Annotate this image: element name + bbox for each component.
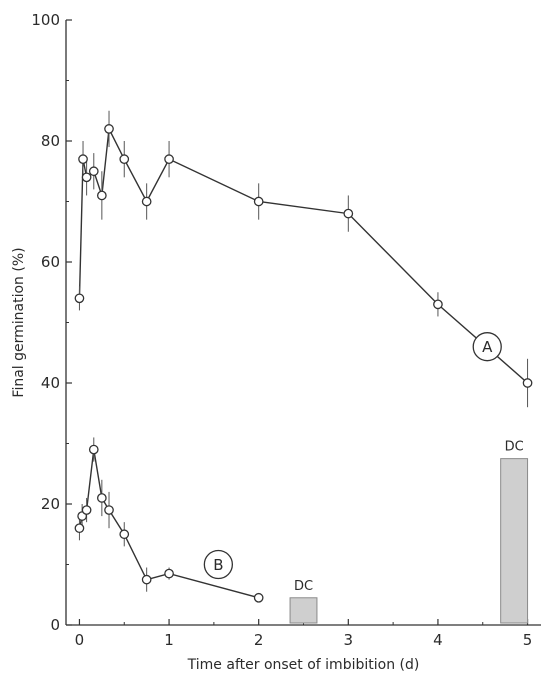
data-point-B: [164, 568, 174, 579]
data-point-A: [253, 196, 264, 207]
data-point-A: [96, 190, 107, 201]
x-tick-label-1: 1: [164, 631, 174, 649]
series-B: [74, 437, 264, 603]
data-point-A: [81, 172, 92, 183]
y-axis-title: Final germination (%): [11, 247, 27, 397]
data-point-B: [253, 592, 264, 603]
x-tick-label-2: 2: [254, 631, 264, 649]
x-tick-label-0: 0: [75, 631, 85, 649]
dc-bars: [289, 458, 529, 624]
dc-bar-label-1: DC: [294, 579, 313, 594]
data-point-B: [88, 444, 99, 455]
series-A: [74, 110, 533, 408]
y-tick-label-0: 0: [50, 616, 60, 634]
dc-bar-2: [500, 458, 529, 624]
data-point-B: [81, 505, 92, 515]
data-point-A: [433, 299, 443, 310]
y-tick-label-60: 60: [41, 253, 60, 271]
y-tick-label-80: 80: [41, 132, 60, 150]
y-tick-label-20: 20: [41, 495, 60, 513]
data-point-A: [141, 196, 152, 207]
dc-bar-1: [289, 597, 318, 624]
axes: [65, 19, 541, 626]
data-point-A: [78, 154, 88, 164]
x-tick-label-3: 3: [344, 631, 354, 649]
y-tick-label-40: 40: [41, 374, 60, 392]
data-point-A: [164, 154, 174, 164]
series-label-A: A: [482, 338, 493, 356]
dc-bar-label-2: DC: [505, 440, 524, 455]
data-point-A: [343, 208, 354, 219]
x-axis-title: Time after onset of imbibition (d): [187, 657, 420, 673]
x-tick-label-4: 4: [433, 631, 443, 649]
series-label-circle-B: [203, 549, 234, 580]
series: [74, 110, 533, 603]
data-point-B: [141, 574, 152, 585]
data-point-B: [74, 523, 85, 534]
data-point-B: [96, 493, 107, 503]
data-point-A: [104, 124, 114, 134]
data-point-A: [522, 378, 533, 388]
series-label-B: B: [213, 556, 223, 574]
data-point-A: [74, 293, 85, 304]
y-tick-label-100: 100: [31, 11, 60, 29]
data-point-B: [119, 529, 130, 540]
series-A-line: [78, 126, 529, 384]
labels: 0 20 40 60 80 100 0 1 2 3 4 5 Time after onset of im…: [11, 11, 532, 673]
data-point-A: [88, 166, 99, 177]
x-tick-label-5: 5: [523, 631, 533, 649]
data-point-B: [104, 505, 114, 515]
series-label-circle-A: [472, 332, 502, 362]
data-point-A: [119, 154, 130, 164]
